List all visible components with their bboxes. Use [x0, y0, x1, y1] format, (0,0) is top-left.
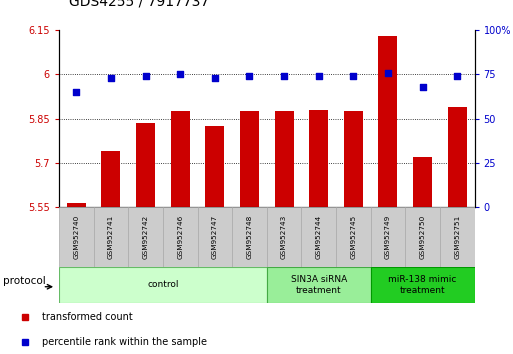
Text: GDS4255 / 7917737: GDS4255 / 7917737	[69, 0, 209, 9]
Text: miR-138 mimic
treatment: miR-138 mimic treatment	[388, 275, 457, 295]
Bar	[370, 267, 475, 303]
Bar	[379, 36, 398, 207]
Text: GSM952749: GSM952749	[385, 215, 391, 259]
Bar	[274, 111, 293, 207]
Text: SIN3A siRNA
treatment: SIN3A siRNA treatment	[290, 275, 347, 295]
Bar	[413, 157, 432, 207]
Point	[211, 75, 219, 81]
Bar	[171, 111, 190, 207]
Bar	[136, 123, 155, 207]
Point	[245, 73, 253, 79]
Point	[384, 70, 392, 75]
Bar	[67, 202, 86, 207]
Bar	[309, 110, 328, 207]
Text: GSM952743: GSM952743	[281, 215, 287, 259]
Bar	[448, 107, 467, 207]
Point	[176, 72, 184, 77]
Bar	[59, 267, 267, 303]
Bar	[59, 207, 93, 267]
Text: GSM952748: GSM952748	[246, 215, 252, 259]
Text: transformed count: transformed count	[42, 312, 133, 322]
Bar	[93, 207, 128, 267]
Text: GSM952744: GSM952744	[315, 215, 322, 259]
Point	[349, 73, 358, 79]
Text: control: control	[147, 280, 179, 290]
Point	[107, 75, 115, 81]
Bar	[205, 126, 224, 207]
Text: GSM952742: GSM952742	[143, 215, 149, 259]
Text: GSM952745: GSM952745	[350, 215, 357, 259]
Text: protocol: protocol	[3, 276, 46, 286]
Bar	[405, 207, 440, 267]
Bar	[102, 151, 121, 207]
Bar	[198, 207, 232, 267]
Point	[453, 73, 461, 79]
Point	[314, 73, 323, 79]
Bar	[301, 207, 336, 267]
Text: GSM952740: GSM952740	[73, 215, 80, 259]
Text: percentile rank within the sample: percentile rank within the sample	[42, 337, 207, 347]
Bar	[440, 207, 475, 267]
Point	[419, 84, 427, 90]
Point	[72, 89, 81, 95]
Point	[142, 73, 150, 79]
Bar	[267, 207, 301, 267]
Bar	[344, 111, 363, 207]
Text: GSM952750: GSM952750	[420, 215, 426, 259]
Text: GSM952751: GSM952751	[454, 215, 460, 259]
Bar	[267, 267, 370, 303]
Text: GSM952741: GSM952741	[108, 215, 114, 259]
Bar	[240, 111, 259, 207]
Text: GSM952746: GSM952746	[177, 215, 183, 259]
Bar	[163, 207, 198, 267]
Bar	[336, 207, 370, 267]
Text: GSM952747: GSM952747	[212, 215, 218, 259]
Point	[280, 73, 288, 79]
Bar	[232, 207, 267, 267]
Bar	[128, 207, 163, 267]
Bar	[370, 207, 405, 267]
